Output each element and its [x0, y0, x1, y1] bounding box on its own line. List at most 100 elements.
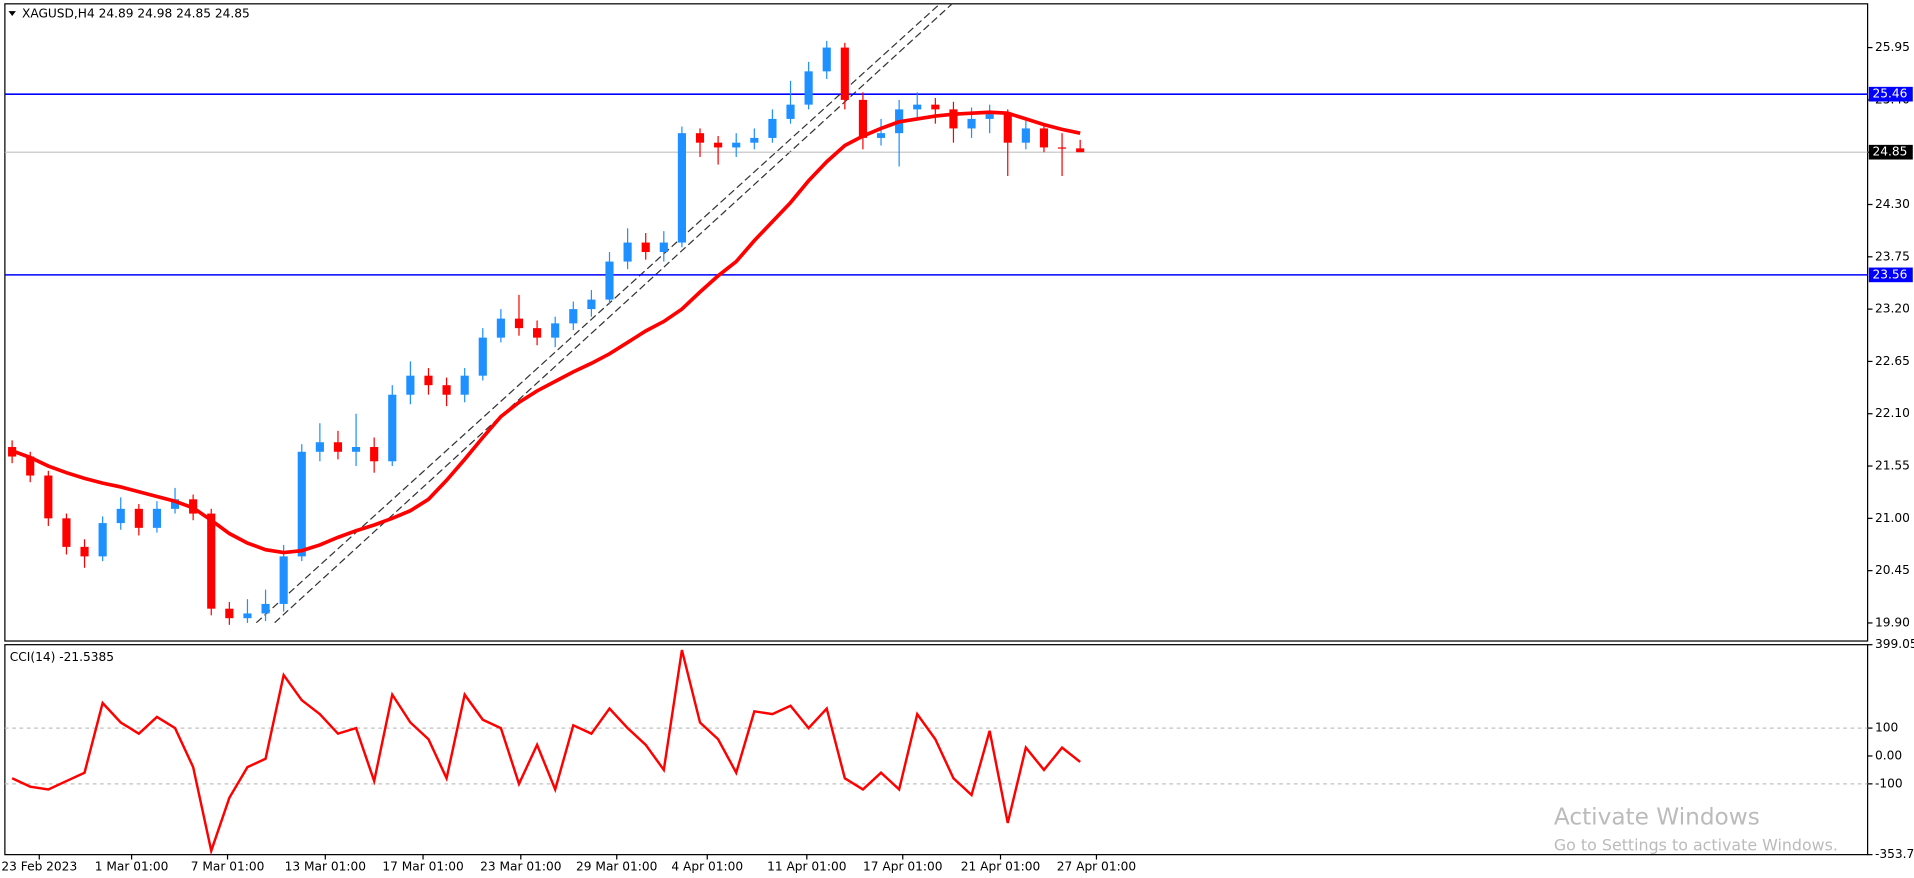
candle-body	[388, 394, 397, 462]
y-tick-label: 22.10	[1875, 406, 1910, 420]
candle-body	[587, 299, 596, 310]
level-label: 23.56	[1872, 267, 1907, 281]
candle-body	[551, 323, 560, 338]
candle-body	[351, 447, 361, 452]
x-tick-label: 27 Apr 01:00	[1057, 859, 1136, 873]
candle-body	[967, 118, 976, 129]
y-tick-label: 0.00	[1875, 748, 1902, 762]
symbol: XAGUSD,H4	[22, 6, 95, 20]
menu-arrow[interactable]	[8, 11, 16, 17]
candle-body	[460, 375, 469, 395]
candle-body	[315, 442, 324, 452]
candle-body	[750, 137, 759, 143]
candle-body	[1039, 128, 1049, 148]
indicator-panel	[4, 644, 1869, 856]
x-tick-label: 7 Mar 01:00	[191, 859, 265, 873]
level-label: 25.46	[1872, 87, 1907, 101]
candle-body	[659, 242, 668, 253]
candle-body	[134, 508, 143, 528]
candle-body	[822, 47, 831, 72]
candle-body	[569, 309, 578, 324]
candle-body	[297, 451, 306, 557]
candle-body	[514, 318, 524, 329]
y-tick-label: 20.45	[1875, 563, 1910, 577]
close-value: 24.85	[215, 6, 250, 20]
y-tick-label: 21.00	[1875, 511, 1910, 525]
indicator-value: -21.5385	[59, 649, 114, 663]
candle-body	[442, 385, 451, 395]
high-value: 24.98	[137, 6, 172, 20]
low-value: 24.85	[176, 6, 211, 20]
y-tick-label: 23.75	[1875, 249, 1910, 263]
indicator-header: CCI(14) -21.5385	[10, 649, 114, 663]
candle-body	[695, 133, 705, 143]
candle-body	[768, 118, 777, 138]
candle-body	[985, 114, 994, 119]
price-panel	[4, 3, 1869, 642]
x-tick-label: 1 Mar 01:00	[95, 859, 169, 873]
candle-body	[949, 109, 958, 129]
candle-body	[786, 104, 795, 119]
candle-body	[677, 133, 686, 243]
candle-body	[152, 508, 162, 528]
y-tick-label: 100	[1875, 721, 1898, 735]
moving-average	[11, 110, 1081, 555]
candle-body	[732, 142, 741, 148]
x-tick-label: 17 Apr 01:00	[863, 859, 942, 873]
level-label-box	[1868, 86, 1913, 102]
candle-body	[840, 47, 849, 100]
candle-body	[714, 142, 723, 148]
x-tick-label: 4 Apr 01:00	[671, 859, 743, 873]
candle-body	[858, 99, 868, 138]
y-tick-label: -353.77	[1875, 847, 1914, 861]
watermark-title: Activate Windows	[1554, 804, 1760, 831]
indicator-name: CCI(14)	[10, 649, 56, 663]
candle-body	[243, 613, 252, 619]
candle-body	[478, 337, 487, 376]
y-tick-label: 22.65	[1875, 354, 1910, 368]
y-tick-label: 23.20	[1875, 302, 1910, 316]
x-tick-label: 23 Feb 2023	[1, 859, 77, 873]
candle-body	[424, 375, 433, 386]
candle-body	[623, 242, 632, 262]
indicator-line	[11, 649, 1081, 856]
open-value: 24.89	[99, 6, 134, 20]
candle-body	[98, 523, 107, 557]
candle-body	[170, 499, 180, 509]
candle-body	[913, 104, 922, 110]
current-price-box	[1868, 144, 1913, 160]
trend-channel	[274, 3, 953, 624]
candle-body	[116, 508, 125, 524]
candle-body	[333, 442, 343, 452]
x-tick-label: 11 Apr 01:00	[767, 859, 846, 873]
x-tick-label: 23 Mar 01:00	[480, 859, 561, 873]
y-tick-label: 25.95	[1875, 40, 1910, 54]
y-tick-label: -100	[1875, 776, 1903, 790]
candle-body	[804, 71, 813, 105]
candle-body	[207, 513, 216, 609]
candle-body	[26, 456, 35, 476]
candle-body	[931, 104, 940, 110]
level-label-box	[1868, 267, 1913, 283]
candle-body	[1057, 147, 1067, 149]
candle-body	[44, 475, 53, 519]
candle-body	[370, 447, 379, 462]
current-price-label: 24.85	[1872, 145, 1907, 159]
y-tick-label: 24.30	[1875, 197, 1910, 211]
candle-body	[406, 375, 415, 395]
y-tick-label: 19.90	[1875, 615, 1910, 629]
candle-body	[62, 518, 71, 547]
x-tick-label: 21 Apr 01:00	[961, 859, 1040, 873]
candle-body	[533, 328, 542, 338]
candle-body	[279, 556, 288, 604]
x-tick-label: 13 Mar 01:00	[285, 859, 366, 873]
candle-body	[1076, 148, 1085, 153]
candle-body	[1021, 128, 1030, 143]
chart-header: XAGUSD,H4 24.89 24.98 24.85 24.85	[22, 6, 250, 20]
y-tick-label: 399.059	[1875, 637, 1914, 651]
candle-body	[1003, 114, 1012, 143]
candle-body	[605, 261, 614, 300]
